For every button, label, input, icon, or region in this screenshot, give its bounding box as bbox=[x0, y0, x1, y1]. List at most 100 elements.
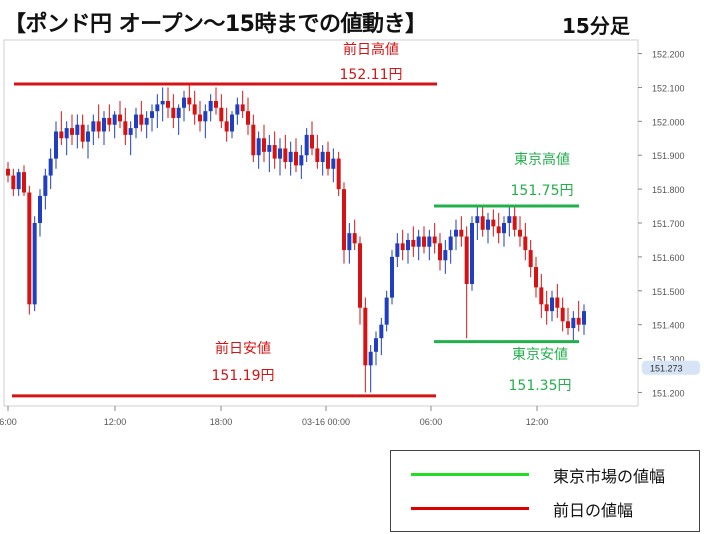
candle-body bbox=[27, 192, 32, 305]
legend-item-prev-day: 前日の値幅 bbox=[391, 493, 699, 523]
candle bbox=[342, 182, 346, 264]
candle bbox=[224, 107, 229, 142]
tokyo-high-title: 東京高値 bbox=[514, 151, 570, 168]
candle bbox=[262, 124, 266, 162]
candle bbox=[38, 189, 42, 237]
candle bbox=[155, 94, 160, 129]
candle bbox=[283, 134, 288, 169]
candle bbox=[374, 331, 378, 366]
candle-body bbox=[390, 256, 394, 298]
candle-body bbox=[539, 287, 544, 305]
candle-body bbox=[560, 307, 565, 322]
candle bbox=[139, 101, 144, 132]
candle-body bbox=[246, 111, 250, 125]
candle-body bbox=[507, 216, 512, 223]
candle bbox=[347, 223, 352, 264]
candle-body bbox=[70, 128, 74, 135]
candle-body bbox=[240, 104, 245, 112]
candle-body bbox=[288, 151, 293, 162]
y-tick-label: 152.100 bbox=[652, 83, 685, 93]
candle bbox=[422, 226, 426, 254]
candle-body bbox=[54, 131, 58, 159]
candle-body bbox=[198, 114, 202, 122]
candle bbox=[363, 297, 368, 393]
x-tick-label: 06:00 bbox=[420, 417, 443, 427]
candle-body bbox=[395, 243, 400, 257]
candle bbox=[11, 168, 16, 196]
candle-body bbox=[459, 229, 464, 237]
candle bbox=[358, 236, 362, 325]
candle bbox=[384, 290, 389, 332]
page-title: 【ポンド円 オープン～15時までの値動き】 bbox=[4, 12, 427, 37]
candle-body bbox=[347, 233, 352, 251]
y-tick-label: 152.000 bbox=[652, 117, 685, 127]
current-price-tag bbox=[642, 360, 700, 375]
candle-body bbox=[294, 151, 298, 166]
legend-swatch-tokyo bbox=[411, 473, 529, 476]
candle bbox=[395, 233, 400, 268]
prev-high-value: 152.11円 bbox=[340, 67, 403, 83]
candle bbox=[491, 209, 496, 237]
candle bbox=[523, 223, 528, 261]
candle bbox=[267, 134, 272, 173]
candle bbox=[390, 250, 394, 305]
candle bbox=[475, 206, 480, 240]
candle bbox=[80, 114, 85, 149]
candle-body bbox=[112, 114, 117, 125]
candle-body bbox=[470, 223, 474, 284]
candle bbox=[118, 101, 122, 129]
candle-body bbox=[219, 107, 224, 122]
candle-body bbox=[128, 128, 133, 135]
candle bbox=[27, 185, 32, 315]
candle-body bbox=[518, 229, 522, 237]
candle bbox=[411, 226, 416, 257]
candle bbox=[230, 111, 234, 139]
candle bbox=[518, 216, 522, 247]
x-tick-label: 03-16 00:00 bbox=[302, 417, 350, 427]
candle-body bbox=[358, 243, 362, 308]
candle bbox=[352, 219, 357, 251]
candle bbox=[528, 239, 533, 278]
candle-body bbox=[22, 172, 26, 193]
candle-body bbox=[576, 317, 581, 325]
candle bbox=[43, 168, 48, 210]
candle-body bbox=[102, 117, 106, 132]
candle-body bbox=[411, 239, 416, 247]
candle bbox=[432, 223, 437, 254]
candle bbox=[6, 162, 10, 183]
candle-body bbox=[326, 151, 330, 169]
candle bbox=[571, 311, 576, 342]
candle-body bbox=[16, 172, 21, 190]
candle-body bbox=[320, 151, 325, 162]
tokyo-low-value: 151.35円 bbox=[509, 378, 572, 394]
candle-body bbox=[262, 138, 266, 152]
candle bbox=[534, 256, 538, 298]
candle bbox=[102, 111, 106, 146]
candle-body bbox=[251, 124, 256, 156]
candle bbox=[454, 219, 458, 251]
y-tick-label: 151.500 bbox=[652, 287, 685, 297]
candle-body bbox=[555, 297, 560, 308]
legend-label-tokyo: 東京市場の値幅 bbox=[553, 467, 666, 486]
candle-body bbox=[75, 124, 80, 135]
candle-body bbox=[512, 216, 517, 230]
candle bbox=[502, 216, 506, 247]
prev-low-value: 151.19円 bbox=[212, 368, 275, 384]
candle bbox=[112, 111, 117, 139]
candle bbox=[171, 94, 176, 129]
candle-body bbox=[566, 321, 570, 329]
y-tick-label: 151.400 bbox=[652, 321, 685, 331]
candle-body bbox=[155, 104, 160, 112]
candle bbox=[240, 90, 245, 118]
candle-body bbox=[118, 114, 122, 122]
candle-body bbox=[11, 175, 16, 190]
candle-body bbox=[496, 226, 501, 234]
candle-body bbox=[384, 297, 389, 325]
candle-body bbox=[486, 219, 490, 230]
candle bbox=[560, 297, 565, 332]
candle-body bbox=[443, 250, 448, 261]
candle-body bbox=[272, 145, 277, 159]
candle bbox=[550, 290, 554, 322]
candle-body bbox=[267, 145, 272, 152]
